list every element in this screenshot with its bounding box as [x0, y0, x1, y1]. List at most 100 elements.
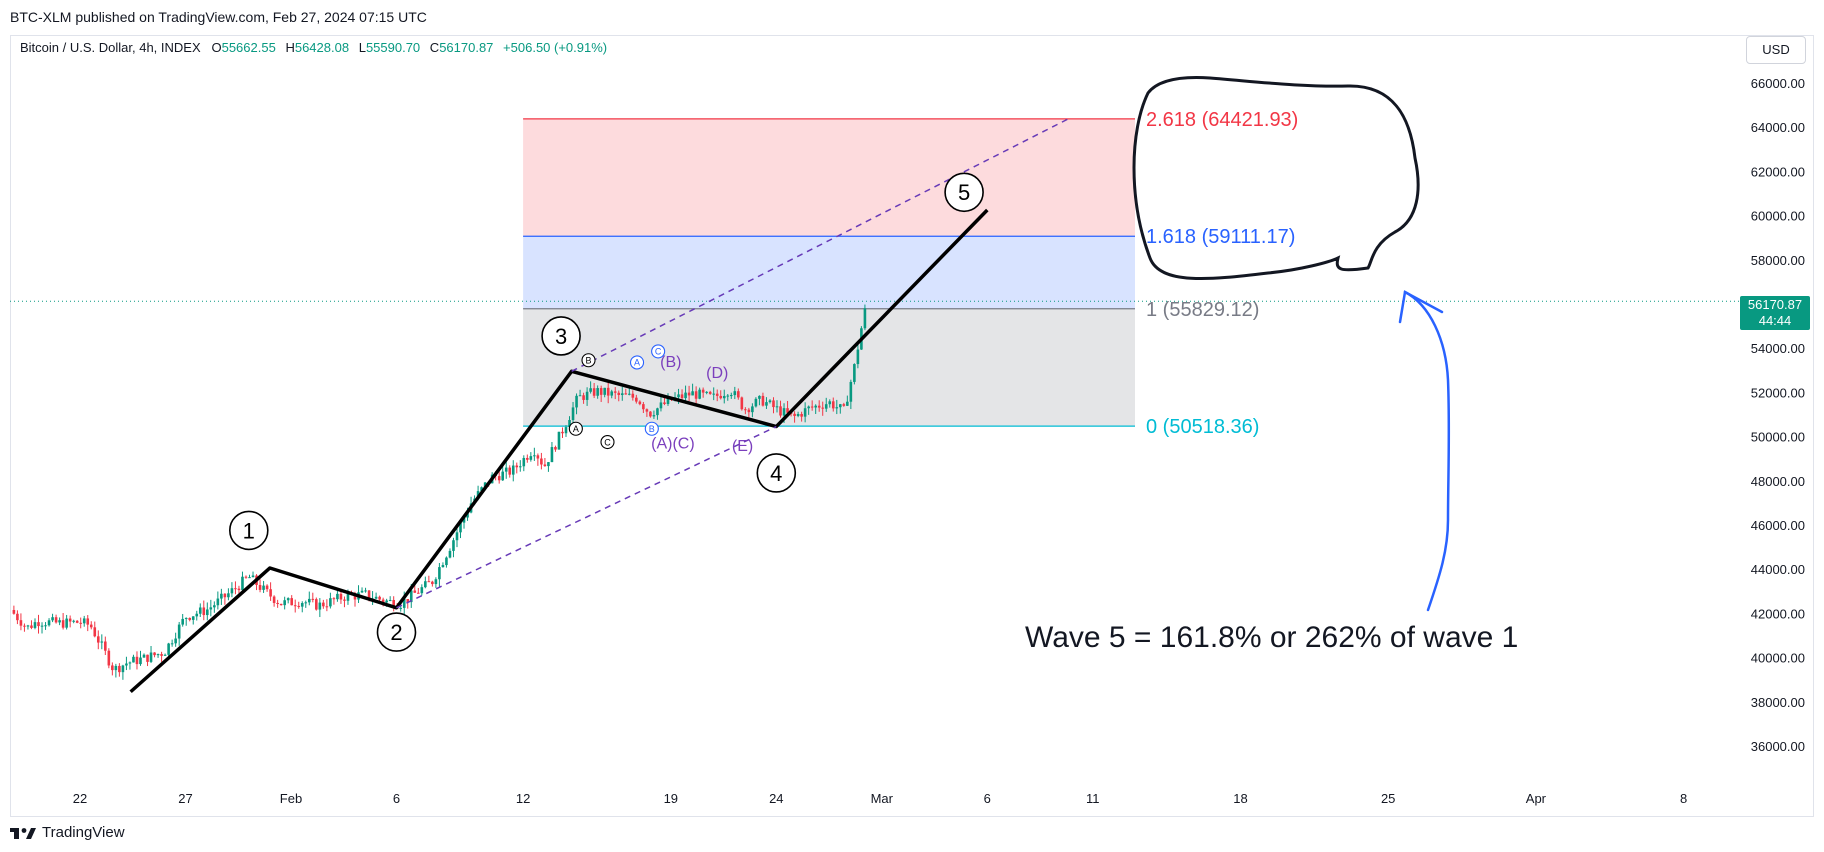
- candle-body: [392, 599, 395, 608]
- candle-body: [290, 598, 294, 606]
- candle-body: [839, 404, 842, 408]
- candle-body: [61, 620, 65, 628]
- x-tick-label: 8: [1680, 791, 1687, 806]
- fib-extension-tool[interactable]: 2.618 (64421.93) 1.618 (59111.17) 1 (55829…: [10, 109, 1740, 438]
- candle-body: [842, 404, 846, 406]
- candle-body: [740, 397, 744, 410]
- x-tick-label: 22: [73, 791, 87, 806]
- x-tick-label: 25: [1381, 791, 1395, 806]
- candle-body: [230, 588, 234, 594]
- candle-body: [779, 406, 782, 416]
- sub-wave-b-blue-label-circle: [644, 421, 659, 436]
- candle-body: [817, 405, 821, 408]
- candle-body: [431, 581, 434, 585]
- candle-body: [198, 607, 202, 614]
- candle-body: [336, 593, 339, 600]
- candle-body: [406, 599, 410, 603]
- candle-body: [156, 654, 160, 656]
- candle-body: [856, 349, 860, 365]
- candle-body: [540, 458, 543, 465]
- candle-body: [26, 625, 30, 627]
- candle-body: [533, 455, 536, 457]
- candle-body: [353, 594, 357, 600]
- candle-body: [269, 589, 272, 597]
- x-tick-label: 6: [393, 791, 400, 806]
- candle-body: [568, 420, 571, 428]
- close-label: C: [429, 40, 440, 55]
- x-tick-label: Feb: [280, 791, 302, 806]
- wave-2-label-circle: [376, 612, 417, 652]
- candle-body: [409, 590, 413, 603]
- y-tick-label: 36000.00: [1751, 739, 1805, 754]
- sub-wave-b-blue-label: B: [649, 424, 655, 434]
- candle-body: [68, 618, 72, 622]
- y-tick-label: 50000.00: [1751, 430, 1805, 445]
- wave-b-paren-label: (B): [660, 354, 681, 371]
- candle-body: [684, 392, 687, 399]
- drawing-lines[interactable]: [129, 116, 1073, 694]
- wave-target-note: Wave 5 = 161.8% or 262% of wave 1: [1025, 621, 1518, 654]
- wave-4-label: 4: [770, 461, 782, 486]
- x-tick-label: 6: [984, 791, 991, 806]
- candle-body: [181, 618, 184, 625]
- candle-body: [708, 391, 712, 394]
- chart-frame: [10, 35, 1814, 817]
- candle-body: [543, 464, 547, 467]
- tradingview-footer[interactable]: TradingView: [10, 824, 125, 841]
- candle-body: [824, 404, 828, 409]
- y-tick-label: 46000.00: [1751, 518, 1805, 533]
- candle-body: [163, 654, 167, 656]
- candle-body: [831, 401, 835, 409]
- candle-body: [47, 620, 51, 626]
- candle-body: [715, 393, 719, 396]
- candle-body: [751, 406, 754, 413]
- candle-body: [561, 431, 564, 434]
- sub-wave-b-label: B: [586, 355, 592, 365]
- candle-body: [339, 593, 343, 600]
- candle-body: [346, 593, 350, 601]
- fib-level-label: 0 (50518.36): [1146, 416, 1259, 438]
- candle-body: [810, 406, 814, 408]
- candle-body: [722, 395, 726, 399]
- symbol-title[interactable]: Bitcoin / U.S. Dollar, 4h, INDEX: [20, 40, 201, 55]
- candle-body: [93, 627, 97, 637]
- candle-body: [793, 413, 796, 416]
- candle-body: [554, 447, 557, 450]
- candle-body: [75, 620, 79, 623]
- x-tick-label: Mar: [871, 791, 894, 806]
- candle-body: [652, 415, 656, 417]
- candle-body: [698, 389, 701, 399]
- candle-body: [483, 482, 487, 488]
- x-tick-label: Apr: [1526, 791, 1547, 806]
- close-value: 56170.87: [439, 40, 494, 55]
- candle-body: [434, 579, 438, 585]
- candle-body: [258, 585, 262, 590]
- fib-level-label: 1.618 (59111.17): [1146, 226, 1295, 248]
- candle-body: [642, 404, 645, 410]
- wave-d-paren-label: (D): [706, 365, 728, 382]
- candle-body: [107, 650, 111, 666]
- y-tick-label: 54000.00: [1751, 341, 1805, 356]
- candle-body: [501, 471, 505, 481]
- candle-body: [364, 590, 367, 592]
- sub-wave-a-blue-label-circle: [629, 355, 645, 370]
- candle-body: [445, 557, 448, 566]
- candle-body: [744, 409, 747, 411]
- candle-body: [455, 532, 459, 541]
- footer-brand: TradingView: [42, 824, 125, 841]
- candle-body: [635, 397, 638, 402]
- candle-body: [417, 592, 420, 594]
- candle-body: [82, 618, 86, 624]
- change-value: +506.50 (+0.91%): [503, 40, 608, 55]
- sub-wave-c-blue-label: C: [655, 347, 662, 357]
- currency-button[interactable]: USD: [1746, 36, 1806, 64]
- x-tick-label: 27: [178, 791, 192, 806]
- low-value: 55590.70: [365, 40, 421, 55]
- high-value: 56428.08: [294, 40, 350, 55]
- candle-body: [522, 457, 526, 467]
- candle-body: [114, 665, 118, 671]
- candle-body: [448, 550, 452, 558]
- candle-body: [511, 465, 515, 475]
- candle-body: [30, 625, 33, 628]
